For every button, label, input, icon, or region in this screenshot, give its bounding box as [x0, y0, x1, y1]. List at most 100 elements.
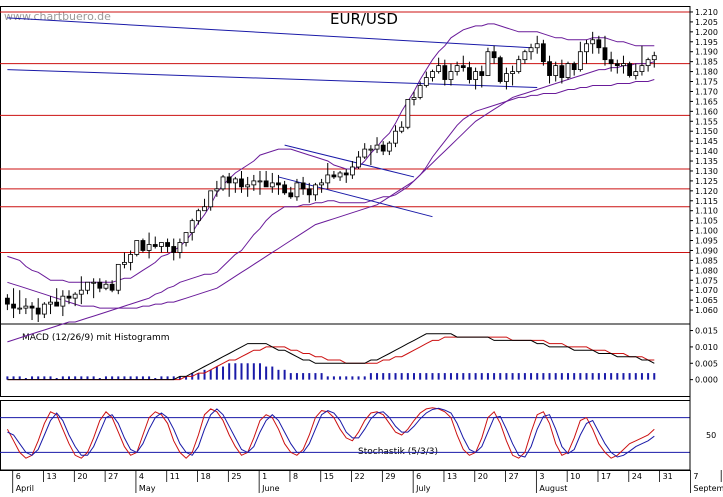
- x-day-label: 22: [355, 472, 365, 481]
- candle-up: [528, 47, 534, 53]
- candle-up: [85, 281, 90, 291]
- candle-up: [423, 77, 429, 86]
- band-line-1: [7, 79, 655, 343]
- price-panel: [4, 17, 657, 343]
- candle-up: [565, 63, 571, 78]
- candle-down: [4, 297, 10, 305]
- candle-up: [17, 307, 23, 310]
- x-day-label: 15: [324, 472, 334, 481]
- x-day-label: 20: [77, 472, 87, 481]
- price-tick-label: 1.105: [695, 217, 718, 226]
- candle-down: [467, 67, 472, 80]
- x-month-label: May: [139, 484, 156, 493]
- candle-down: [497, 57, 503, 82]
- price-tick-label: 1.125: [695, 177, 718, 186]
- candle-down: [306, 188, 312, 196]
- candle-down: [614, 63, 620, 67]
- candle-up: [115, 263, 121, 291]
- candle-down: [11, 303, 16, 309]
- x-day-label: 27: [108, 472, 118, 481]
- candle-up: [214, 188, 220, 192]
- candle-up: [485, 51, 491, 76]
- candle-down: [331, 174, 337, 178]
- candle-down: [97, 281, 103, 289]
- candle-down: [263, 180, 269, 188]
- candle-up: [103, 283, 109, 289]
- stochastic-d-line: [7, 407, 655, 458]
- x-day-label: 18: [201, 472, 211, 481]
- price-tick-label: 1.065: [695, 296, 718, 305]
- candle-down: [282, 184, 288, 194]
- candle-up: [245, 184, 251, 188]
- x-day-label: 10: [570, 472, 580, 481]
- price-tick-label: 1.185: [695, 58, 718, 67]
- trend-line-2: [7, 17, 532, 49]
- x-day-label: 6: [416, 472, 421, 481]
- x-day-label: 17: [601, 472, 611, 481]
- x-day-label: 25: [231, 472, 241, 481]
- x-day-label: 7: [693, 472, 698, 481]
- band-line-2: [7, 61, 655, 309]
- candle-up: [122, 261, 127, 265]
- candle-up: [633, 71, 639, 76]
- stochastic-k-line: [6, 407, 655, 459]
- price-tick-label: 1.150: [695, 127, 718, 136]
- x-day-label: 20: [478, 472, 488, 481]
- candle-down: [54, 301, 60, 307]
- candle-down: [559, 65, 565, 78]
- candle-up: [294, 182, 300, 198]
- candle-up: [128, 254, 134, 263]
- candle-up: [399, 126, 405, 132]
- candle-down: [479, 71, 485, 76]
- price-tick-label: 1.090: [695, 246, 718, 255]
- price-tick-label: 1.155: [695, 117, 718, 126]
- candle-up: [159, 242, 164, 247]
- band-line-0: [7, 23, 655, 283]
- candle-down: [608, 59, 614, 65]
- candle-down: [165, 242, 170, 247]
- candle-down: [300, 182, 306, 190]
- candle-down: [596, 39, 602, 49]
- candle-up: [48, 301, 53, 305]
- candle-up: [645, 59, 651, 67]
- stochastic-panel: [0, 407, 690, 459]
- candle-down: [66, 295, 72, 299]
- candle-up: [313, 184, 318, 196]
- macd-line: [7, 333, 655, 381]
- candle-up: [189, 220, 195, 233]
- price-tick-label: 1.165: [695, 97, 718, 106]
- macd-label: MACD (12/26/9) mit Histogramm: [22, 333, 170, 343]
- candle-down: [602, 47, 608, 61]
- candle-up: [553, 65, 559, 76]
- candle-up: [405, 99, 411, 128]
- price-tick-label: 1.180: [695, 68, 718, 77]
- price-tick-label: 1.160: [695, 107, 718, 116]
- price-tick-label: 1.210: [695, 8, 718, 17]
- price-tick-label: 1.080: [695, 266, 718, 275]
- x-day-label: 4: [139, 472, 144, 481]
- candle-up: [134, 240, 140, 255]
- candle-up: [393, 130, 398, 144]
- candle-down: [239, 178, 244, 188]
- candle-down: [540, 43, 546, 63]
- x-day-label: 6: [16, 472, 21, 481]
- price-tick-label: 1.170: [695, 87, 718, 96]
- candle-down: [547, 61, 552, 76]
- x-day-label: 8: [293, 472, 298, 481]
- price-tick-label: 1.120: [695, 187, 718, 196]
- candle-down: [442, 65, 448, 80]
- candle-up: [325, 174, 331, 184]
- candle-up: [430, 71, 435, 78]
- candle-down: [288, 192, 294, 198]
- price-tick-label: 1.175: [695, 78, 718, 87]
- x-day-label: 1: [262, 472, 267, 481]
- price-tick-label: 1.110: [695, 207, 718, 216]
- candle-up: [78, 289, 84, 295]
- candle-up: [386, 142, 392, 152]
- candle-up: [584, 43, 589, 53]
- candle-up: [411, 97, 417, 100]
- candle-up: [639, 65, 645, 72]
- candle-up: [534, 43, 540, 49]
- candle-up: [269, 182, 275, 188]
